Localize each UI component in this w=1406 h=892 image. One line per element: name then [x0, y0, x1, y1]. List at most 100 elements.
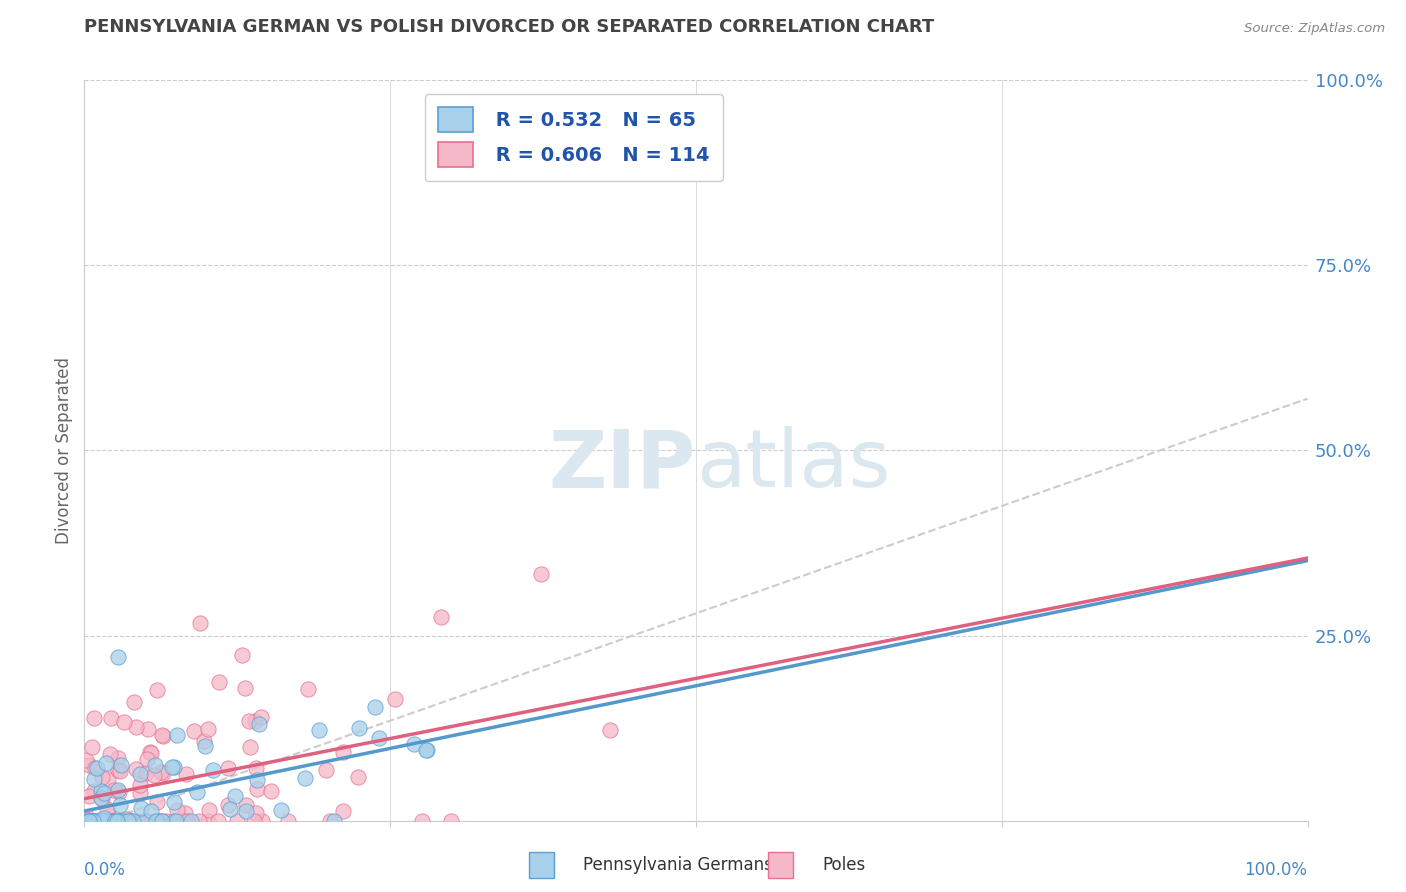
Point	[599, 723, 621, 737]
Point	[77, 814, 100, 828]
Point	[242, 814, 264, 828]
Point	[117, 812, 139, 826]
Point	[76, 810, 98, 824]
Point	[129, 800, 152, 814]
Legend:  R = 0.532   N = 65,  R = 0.606   N = 114: R = 0.532 N = 65, R = 0.606 N = 114	[425, 94, 723, 180]
Point	[146, 814, 169, 828]
Point	[308, 723, 330, 737]
Point	[149, 814, 172, 828]
Point	[235, 798, 257, 813]
Point	[347, 770, 370, 784]
Point	[246, 773, 269, 788]
Point	[188, 615, 211, 630]
Point	[260, 784, 283, 798]
Point	[224, 789, 246, 803]
Point	[97, 814, 120, 828]
Point	[318, 814, 340, 828]
Point	[77, 757, 100, 772]
Point	[91, 814, 114, 828]
Point	[83, 711, 105, 725]
Point	[97, 809, 120, 823]
Point	[173, 814, 195, 828]
Point	[332, 804, 354, 818]
Point	[150, 814, 173, 828]
Point	[77, 789, 100, 804]
Point	[112, 714, 135, 729]
Point	[84, 814, 107, 828]
Point	[347, 721, 370, 735]
Point	[135, 765, 157, 780]
Point	[416, 743, 439, 757]
Point	[83, 772, 105, 787]
Point	[89, 814, 111, 828]
Point	[96, 814, 118, 828]
Point	[245, 806, 267, 821]
Point	[174, 767, 197, 781]
Point	[93, 786, 115, 800]
Point	[97, 814, 120, 828]
Point	[135, 814, 157, 828]
Point	[249, 709, 271, 723]
Point	[250, 814, 273, 828]
Point	[202, 763, 225, 777]
Point	[117, 814, 139, 828]
Point	[141, 805, 163, 819]
Point	[86, 760, 108, 774]
Point	[120, 814, 142, 828]
Point	[100, 814, 122, 828]
Point	[145, 814, 167, 828]
Point	[107, 751, 129, 765]
Point	[136, 722, 159, 736]
Point	[96, 801, 118, 815]
Point	[83, 814, 105, 828]
Point	[186, 785, 208, 799]
Point	[128, 786, 150, 800]
Point	[101, 814, 124, 828]
Point	[82, 814, 104, 828]
Point	[125, 814, 148, 828]
Point	[111, 814, 134, 828]
Point	[364, 700, 387, 714]
Point	[97, 772, 120, 786]
Point	[82, 814, 104, 828]
Point	[176, 814, 198, 828]
Point	[530, 566, 553, 581]
Point	[90, 814, 112, 828]
Point	[135, 814, 157, 828]
Point	[145, 814, 167, 828]
Point	[231, 648, 253, 662]
Point	[217, 797, 239, 812]
Y-axis label: Divorced or Separated: Divorced or Separated	[55, 357, 73, 544]
Point	[100, 711, 122, 725]
Point	[194, 739, 217, 753]
Point	[172, 814, 194, 828]
Point	[118, 814, 141, 828]
Point	[77, 814, 100, 828]
Point	[173, 805, 195, 820]
Point	[125, 720, 148, 734]
Point	[83, 784, 105, 798]
Point	[166, 727, 188, 741]
Point	[108, 814, 131, 828]
Point	[108, 785, 131, 799]
Point	[163, 814, 186, 828]
Text: Source: ZipAtlas.com: Source: ZipAtlas.com	[1244, 22, 1385, 36]
Point	[108, 764, 131, 779]
Point	[103, 814, 125, 828]
Point	[91, 770, 114, 784]
Point	[96, 814, 118, 828]
Point	[75, 814, 97, 828]
Point	[103, 782, 125, 797]
Point	[110, 814, 132, 828]
Point	[82, 814, 104, 828]
Point	[404, 737, 426, 751]
Point	[270, 803, 292, 817]
Text: Pennsylvania Germans: Pennsylvania Germans	[583, 856, 773, 874]
Point	[104, 814, 127, 828]
Point	[430, 610, 453, 624]
Point	[100, 814, 122, 828]
Point	[197, 722, 219, 736]
Point	[84, 761, 107, 775]
Point	[238, 714, 260, 728]
Point	[125, 762, 148, 776]
